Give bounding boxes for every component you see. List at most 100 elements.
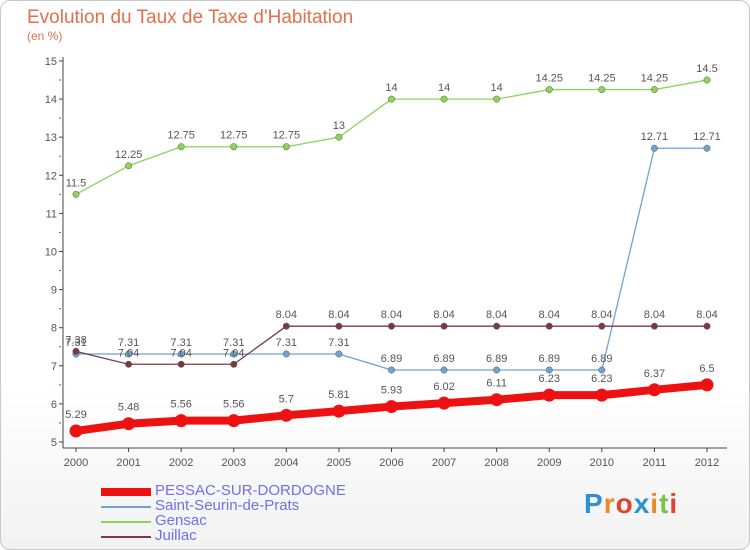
data-point: [598, 86, 606, 94]
data-point: [650, 86, 658, 94]
y-tick-label: 10: [45, 247, 57, 259]
data-point: [542, 388, 556, 402]
data-point: [440, 322, 448, 330]
data-point: [125, 350, 133, 358]
data-label: 14.25: [535, 73, 563, 85]
data-label: 6.37: [644, 368, 665, 380]
data-label: 7.31: [328, 337, 349, 349]
data-point: [598, 322, 606, 330]
data-point: [545, 322, 553, 330]
data-label: 5.93: [381, 385, 402, 397]
data-label: 6.23: [539, 373, 560, 385]
data-label: 14.25: [641, 73, 669, 85]
x-tick-label: 2003: [222, 457, 246, 469]
proxiti-logo: Proxiti: [584, 488, 678, 520]
x-tick-label: 2006: [379, 457, 403, 469]
data-label: 6.89: [381, 353, 402, 365]
data-label: 7.31: [170, 337, 191, 349]
chart-title: Evolution du Taux de Taxe d'Habitation: [27, 7, 354, 28]
y-tick-label: 14: [45, 94, 57, 106]
data-label: 8.04: [381, 309, 402, 321]
data-label: 8.04: [328, 309, 349, 321]
data-point: [332, 404, 346, 418]
data-point: [335, 133, 343, 141]
x-tick-label: 2000: [64, 457, 88, 469]
data-label: 14.5: [696, 63, 717, 75]
y-tick-label: 5: [51, 437, 57, 449]
series-gensac: [72, 76, 711, 198]
data-point: [440, 366, 448, 374]
series-layer: [69, 76, 714, 438]
data-point: [230, 350, 238, 358]
x-tick-label: 2009: [537, 457, 561, 469]
data-point: [174, 414, 188, 428]
x-tick-label: 2007: [432, 457, 456, 469]
x-tick-label: 2004: [274, 457, 298, 469]
data-point: [647, 383, 661, 397]
logo-letter: i: [669, 488, 679, 519]
data-label: 6.23: [591, 373, 612, 385]
y-tick-label: 8: [51, 323, 57, 335]
series-juillac: [72, 322, 711, 368]
y-tick-label: 9: [51, 285, 57, 297]
data-point: [437, 396, 451, 410]
data-label: 6.89: [486, 353, 507, 365]
data-labels-layer: 7.31 7.31 7.31 7.31 7.31 7.31 6.89 6.89 6.89 6.89…: [65, 63, 720, 421]
data-point: [72, 190, 80, 198]
x-tick-label: 2008: [484, 457, 508, 469]
data-label: 7.31: [223, 337, 244, 349]
logo-letter: t: [659, 488, 670, 519]
data-label: 11.5: [66, 177, 87, 189]
legend-swatch: [101, 521, 151, 523]
data-point: [122, 417, 136, 431]
data-label: 6.5: [699, 363, 714, 375]
data-point: [388, 366, 395, 374]
data-point: [703, 322, 711, 330]
data-label: 6.11: [486, 378, 507, 390]
logo-letter: i: [650, 488, 660, 519]
data-point: [282, 350, 290, 358]
data-label: 5.81: [328, 389, 349, 401]
data-point: [493, 366, 501, 374]
data-label: 14: [438, 82, 450, 94]
data-label: 7.04: [118, 347, 139, 359]
y-tick-label: 11: [46, 208, 57, 220]
data-label: 5.7: [279, 393, 294, 405]
data-label: 12.75: [220, 130, 248, 142]
data-point: [385, 400, 398, 414]
data-label: 8.04: [433, 309, 454, 321]
data-point: [703, 76, 711, 84]
data-label: 12.25: [115, 149, 143, 161]
data-label: 5.48: [118, 402, 139, 414]
y-tick-label: 6: [51, 399, 57, 411]
data-label: 5.56: [170, 399, 191, 411]
data-point: [335, 350, 343, 358]
legend-label: Juillac: [155, 527, 197, 544]
data-label: 8.04: [696, 309, 717, 321]
data-label: 6.02: [433, 381, 454, 393]
y-tick-label: 7: [51, 361, 57, 373]
y-tick-label: 12: [45, 170, 57, 182]
data-point: [650, 322, 658, 330]
axes: 5 6 7 8 9 10 11 12 13 14 15 2000 2001 2002 2003 2004 200…: [45, 56, 727, 469]
data-label: 12.75: [167, 130, 195, 142]
data-point: [177, 143, 185, 151]
legend-label: Gensac: [155, 512, 207, 529]
data-point: [490, 393, 504, 407]
logo-letter: o: [615, 488, 634, 519]
data-point: [230, 360, 238, 368]
data-point: [69, 424, 83, 438]
data-label: 8.04: [591, 309, 612, 321]
data-point: [72, 347, 80, 355]
data-label: 7.31: [65, 337, 86, 349]
x-tick-label: 2005: [327, 457, 351, 469]
data-label: 12.75: [273, 130, 301, 142]
data-point: [227, 414, 241, 428]
data-point: [177, 350, 185, 358]
series-saint-seurin-de-prats: [72, 144, 711, 374]
data-label: 14: [385, 82, 397, 94]
data-point: [177, 360, 185, 368]
data-label: 6.89: [591, 353, 612, 365]
